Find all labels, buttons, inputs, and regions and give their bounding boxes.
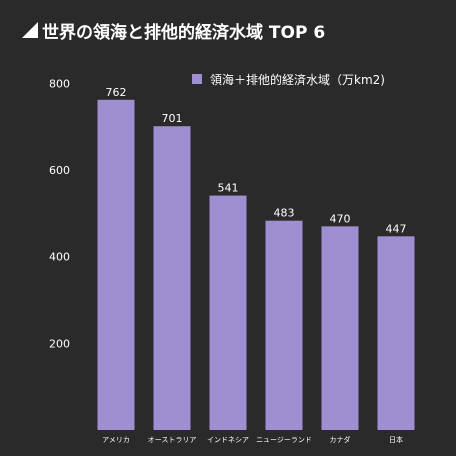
bar-value-label: 470 (330, 212, 351, 225)
bar-value-label: 762 (106, 86, 127, 99)
bar-value-label: 701 (162, 112, 183, 125)
y-tick-label: 200 (49, 337, 70, 350)
x-tick-label: 日本 (389, 435, 403, 444)
bar (377, 236, 415, 430)
chart-title: 世界の領海と排他的経済水域 TOP 6 (42, 22, 326, 43)
bar (209, 195, 247, 430)
x-tick-label: カナダ (330, 435, 351, 444)
bar (153, 126, 191, 430)
legend-swatch (192, 74, 202, 84)
legend-label: 領海＋排他的経済水域（万km2) (210, 72, 385, 87)
bar (321, 226, 359, 430)
bar-value-label: 483 (274, 207, 295, 220)
title-triangle-icon (22, 22, 38, 38)
x-tick-label: アメリカ (102, 436, 130, 444)
bar-value-label: 447 (386, 222, 407, 235)
bar-value-label: 541 (218, 182, 239, 195)
bar (97, 99, 135, 431)
bar (265, 220, 303, 430)
x-tick-label: オーストラリア (148, 436, 197, 444)
y-tick-label: 600 (49, 164, 70, 177)
title-row: 世界の領海と排他的経済水域 TOP 6 (22, 18, 326, 43)
x-tick-label: ニュージーランド (256, 436, 312, 444)
y-tick-label: 800 (49, 77, 70, 90)
y-tick-label: 400 (49, 251, 70, 264)
x-tick-label: インドネシア (207, 436, 249, 444)
